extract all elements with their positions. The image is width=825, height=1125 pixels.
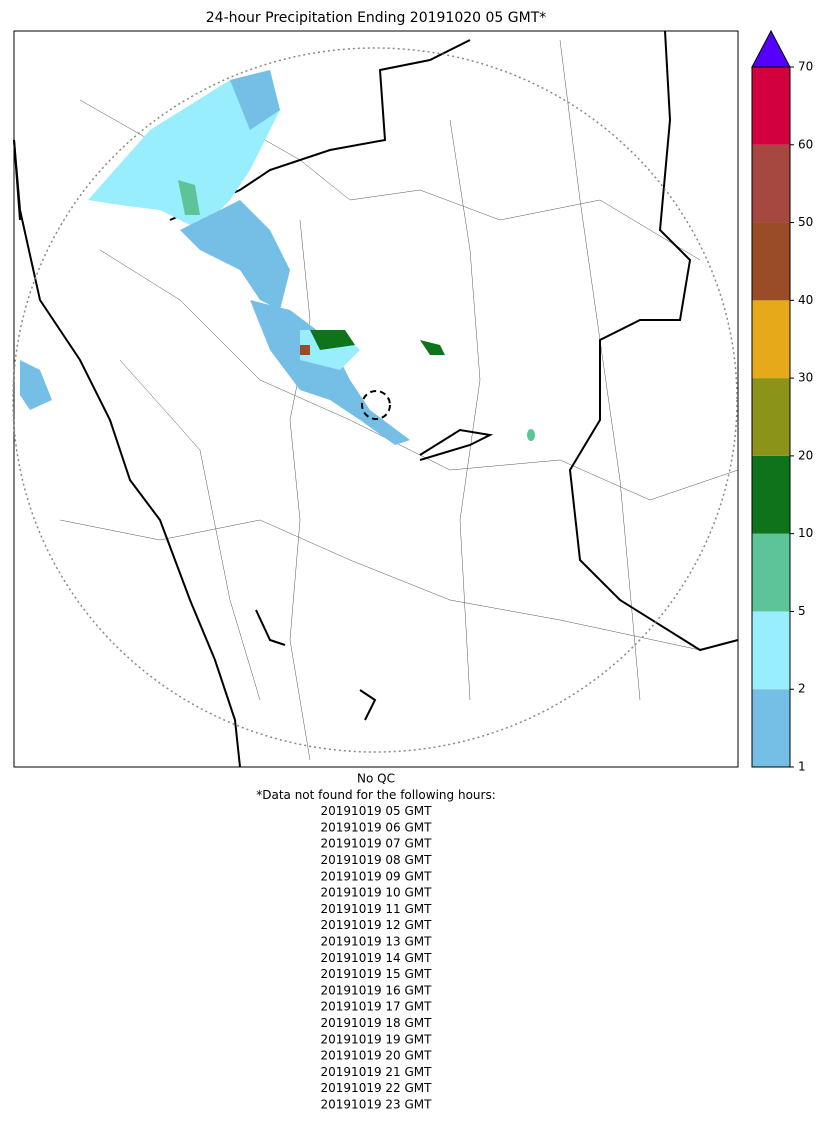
colorbar-tick-label: 70 [798, 60, 813, 74]
note-line: 20191019 11 GMT [321, 902, 433, 916]
colorbar-tick-label: 10 [798, 526, 813, 540]
note-line: 20191019 09 GMT [321, 869, 433, 883]
note-line: No QC [357, 772, 395, 786]
colorbar-segment [752, 222, 790, 301]
note-line: 20191019 13 GMT [321, 935, 433, 949]
colorbar-frame [751, 66, 791, 768]
colorbar-segment [752, 300, 790, 379]
colorbar-tick-label: 20 [798, 448, 813, 462]
note-line: *Data not found for the following hours: [256, 788, 496, 802]
note-line: 20191019 19 GMT [321, 1032, 433, 1046]
colorbar-tick-label: 30 [798, 371, 813, 385]
state-borders [13, 30, 739, 768]
precipitation [20, 70, 535, 445]
colorbar-segment [752, 378, 790, 456]
note-line: 20191019 18 GMT [321, 1016, 433, 1030]
note-line: 20191019 22 GMT [321, 1081, 433, 1095]
colorbar-segment [752, 67, 790, 145]
colorbar: 1 2 5 10 20 30 40 50 60 70 [751, 29, 813, 774]
note-line: 20191019 23 GMT [321, 1098, 433, 1112]
colorbar-tick-label: 50 [798, 215, 813, 229]
note-line: 20191019 20 GMT [321, 1049, 433, 1063]
colorbar-segment [752, 689, 790, 767]
colorbar-tick-label: 2 [798, 682, 806, 696]
note-line: 20191019 17 GMT [321, 1000, 433, 1014]
colorbar-tick-label: 60 [798, 137, 813, 151]
note-line: 20191019 10 GMT [321, 886, 433, 900]
note-line: 20191019 08 GMT [321, 853, 433, 867]
colorbar-tick-label: 5 [798, 604, 806, 618]
colorbar-segment [752, 144, 790, 223]
note-line: 20191019 15 GMT [321, 967, 433, 981]
notes: No QC *Data not found for the following h… [256, 772, 496, 1112]
note-line: 20191019 05 GMT [321, 804, 433, 818]
note-line: 20191019 21 GMT [321, 1065, 433, 1079]
colorbar-tick-label: 40 [798, 293, 813, 307]
title: 24-hour Precipitation Ending 20191020 05… [206, 10, 547, 26]
radar-range [12, 47, 738, 753]
note-line: 20191019 12 GMT [321, 918, 433, 932]
note-line: 20191019 16 GMT [321, 983, 433, 997]
colorbar-segment [752, 455, 790, 534]
map [12, 30, 739, 768]
note-line: 20191019 14 GMT [321, 951, 433, 965]
note-line: 20191019 07 GMT [321, 837, 433, 851]
colorbar-segment [752, 611, 790, 690]
colorbar-segment [752, 533, 790, 612]
colorbar-extend [751, 29, 791, 68]
colorbar-tick-label: 1 [798, 760, 806, 774]
note-line: 20191019 06 GMT [321, 820, 433, 834]
